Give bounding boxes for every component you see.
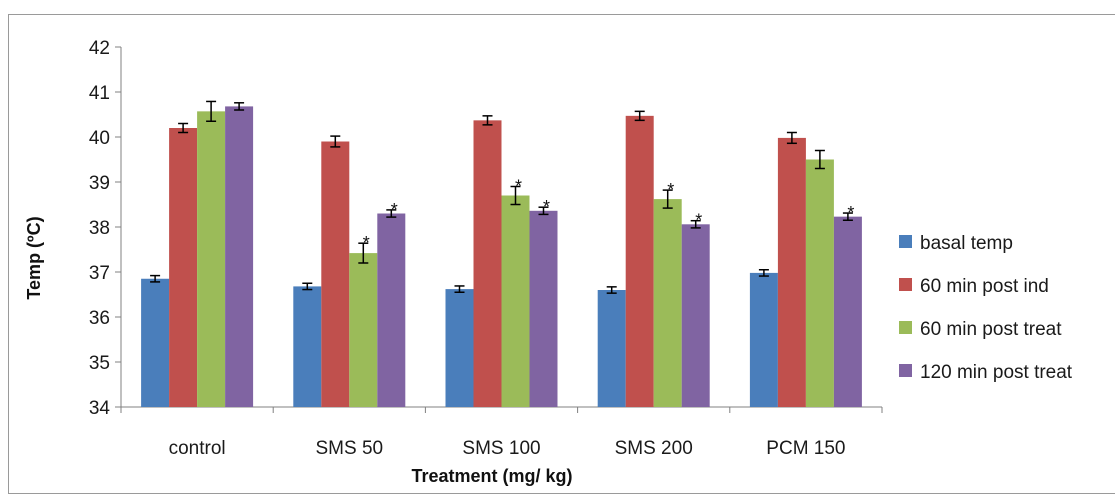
y-tick-label: 39	[89, 173, 110, 194]
bar	[681, 224, 710, 407]
legend-swatch	[899, 278, 912, 291]
bar	[349, 253, 378, 407]
bar	[225, 106, 254, 408]
legend-item: 120 min post treat	[899, 362, 1073, 383]
y-tick-label: 37	[89, 263, 110, 284]
x-tick-label: SMS 200	[615, 438, 693, 459]
bar	[597, 290, 626, 407]
bar	[293, 286, 322, 407]
x-tick-label: PCM 150	[766, 438, 845, 459]
y-tick-label: 40	[89, 128, 110, 149]
legend-swatch	[899, 321, 912, 334]
y-tick-label: 42	[89, 38, 110, 59]
bar	[777, 137, 806, 407]
bar	[833, 216, 862, 407]
bar	[169, 128, 198, 407]
legend-label: 60 min post treat	[920, 319, 1062, 340]
bar	[197, 111, 226, 407]
legend-label: 120 min post treat	[920, 362, 1073, 383]
y-axis: 34 35 36 37 38 39 40 41 42	[89, 38, 122, 419]
bar	[529, 210, 558, 407]
significance-mark: *	[543, 197, 550, 217]
bar	[749, 272, 778, 407]
x-axis-title: Treatment (mg/ kg)	[411, 466, 572, 486]
legend-item: 60 min post ind	[899, 276, 1049, 297]
bar	[377, 213, 406, 407]
significance-mark: *	[667, 180, 674, 200]
significance-mark: *	[391, 200, 398, 220]
y-tick-label: 36	[89, 308, 110, 329]
bar	[141, 278, 170, 407]
legend-item: 60 min post treat	[899, 319, 1062, 340]
series-1	[141, 269, 778, 407]
x-tick-label: control	[169, 438, 226, 459]
legend-swatch	[899, 235, 912, 248]
x-tick-label: SMS 50	[316, 438, 384, 459]
significance-mark: *	[515, 177, 522, 197]
bar	[625, 115, 654, 407]
significance-mark: *	[847, 203, 854, 223]
y-tick-label: 34	[89, 398, 111, 419]
x-tick-label: SMS 100	[462, 438, 540, 459]
y-tick-label: 38	[89, 218, 110, 239]
x-axis: control SMS 50 SMS 100 SMS 200 PCM 150	[120, 406, 883, 459]
series-3: * * *	[197, 100, 834, 407]
legend-item: basal temp	[899, 233, 1013, 254]
legend-swatch	[899, 364, 912, 377]
bar	[473, 120, 502, 407]
series-4: * * * *	[225, 102, 862, 408]
legend-label: basal temp	[920, 233, 1013, 254]
legend: basal temp 60 min post ind 60 min post tre…	[899, 233, 1073, 383]
y-tick-label: 41	[89, 83, 110, 104]
y-axis-title: Temp (ºC)	[24, 216, 44, 299]
legend-label: 60 min post ind	[920, 276, 1049, 297]
bar	[445, 289, 474, 407]
bar	[653, 199, 682, 407]
y-tick-label: 35	[89, 353, 110, 374]
series-2	[169, 110, 806, 407]
bar	[321, 141, 350, 407]
bar	[805, 159, 834, 407]
bars: * * * * * * *	[141, 100, 862, 408]
bar	[501, 195, 530, 407]
significance-mark: *	[363, 233, 370, 253]
significance-mark: *	[695, 211, 702, 231]
